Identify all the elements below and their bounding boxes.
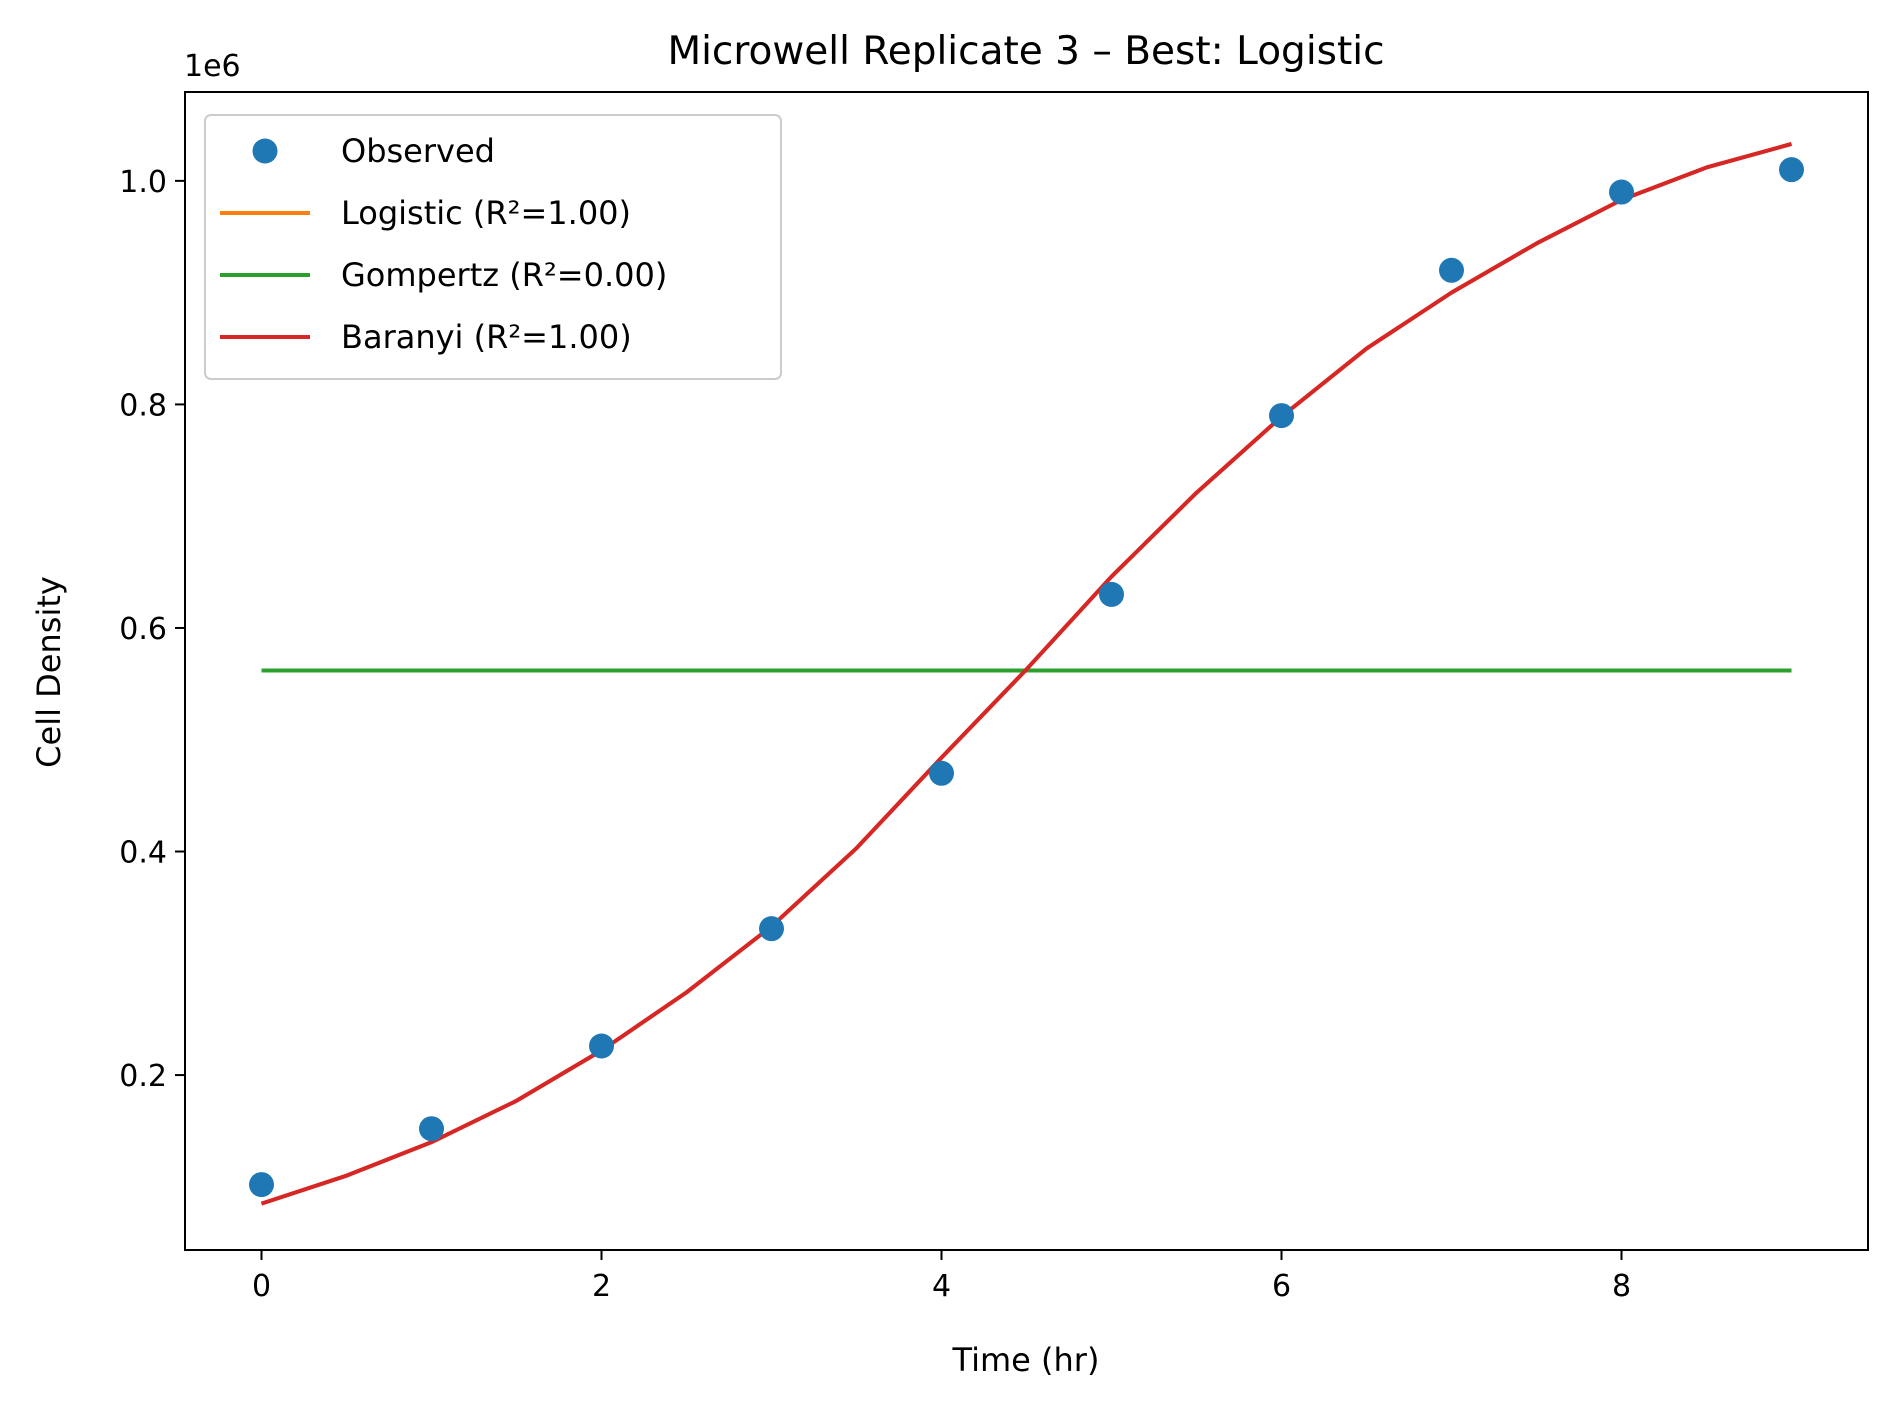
data-point [1609, 179, 1634, 205]
series-line-3 [260, 142, 1793, 1206]
axes-frame [184, 91, 1869, 1251]
y-tick-label: 0.2 [119, 1059, 167, 1094]
x-tick-label: 4 [932, 1269, 951, 1304]
data-point [1269, 403, 1294, 429]
data-point [759, 916, 784, 942]
y-axis-label: Cell Density [30, 576, 68, 768]
x-tick-label: 2 [592, 1269, 611, 1304]
legend-label: Logistic (R²=1.00) [341, 194, 631, 232]
legend-label: Observed [341, 132, 495, 170]
y-offset-label: 1e6 [184, 49, 241, 84]
y-tick-label: 0.6 [119, 612, 167, 647]
plot-area: 0 2 4 6 8 0.2 0.4 0.6 0.8 1.0 Observed Logistic (R²… [119, 91, 1869, 1304]
legend-label: Baranyi (R²=1.00) [341, 318, 632, 356]
x-tick-label: 6 [1272, 1269, 1291, 1304]
data-point [1779, 157, 1804, 183]
x-axis-label: Time (hr) [952, 1341, 1100, 1379]
legend-box [204, 114, 782, 380]
data-point [249, 1172, 274, 1198]
data-point [589, 1033, 614, 1059]
data-point [1439, 257, 1464, 283]
y-tick-label: 0.8 [119, 388, 167, 423]
legend-label: Gompertz (R²=0.00) [341, 256, 667, 294]
data-point [1099, 581, 1124, 607]
data-point [419, 1116, 444, 1142]
legend-marker [252, 138, 278, 164]
chart-title: Microwell Replicate 3 – Best: Logistic [667, 29, 1384, 74]
x-tick-label: 0 [252, 1269, 271, 1304]
y-tick-label: 1.0 [119, 165, 167, 200]
x-tick-label: 8 [1612, 1269, 1631, 1304]
data-point [929, 760, 954, 786]
y-tick-label: 0.4 [119, 836, 167, 871]
